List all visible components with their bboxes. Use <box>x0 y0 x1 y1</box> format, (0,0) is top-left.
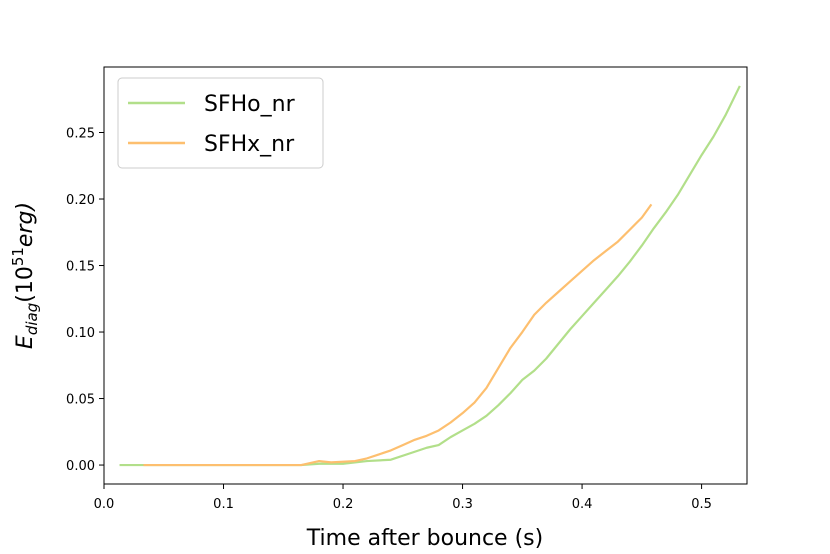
series-line <box>119 85 741 467</box>
x-tick-label: 0.3 <box>452 497 473 512</box>
y-axis-label-part: erg) <box>13 202 38 247</box>
legend-label: SFHo_nr <box>204 92 296 117</box>
y-tick-label: 0.15 <box>66 260 95 275</box>
y-tick-label: 0.05 <box>66 393 95 408</box>
legend-box <box>117 77 324 169</box>
legend-label: SFHx_nr <box>204 132 295 157</box>
x-tick-label: 0.5 <box>691 497 712 512</box>
x-tick-label: 0.0 <box>94 497 115 512</box>
y-tick-label: 0.10 <box>66 326 95 341</box>
x-tick-label: 0.1 <box>213 497 234 512</box>
series-line <box>143 203 653 467</box>
y-axis-label-part: (10 <box>13 266 38 303</box>
y-tick-label: 0.00 <box>66 459 95 474</box>
plot-frame <box>103 66 748 485</box>
y-axis-label-part: 51 <box>9 247 27 266</box>
x-axis-label: Time after bounce (s) <box>306 526 543 551</box>
x-tick-label: 0.2 <box>333 497 354 512</box>
y-tick-label: 0.25 <box>66 127 95 142</box>
y-axis-label-part: diag <box>23 303 41 335</box>
y-axis-label-part: E <box>13 335 38 349</box>
y-axis-label: Ediag(1051erg) <box>9 202 41 349</box>
y-tick-label: 0.20 <box>66 193 95 208</box>
x-tick-label: 0.4 <box>572 497 593 512</box>
